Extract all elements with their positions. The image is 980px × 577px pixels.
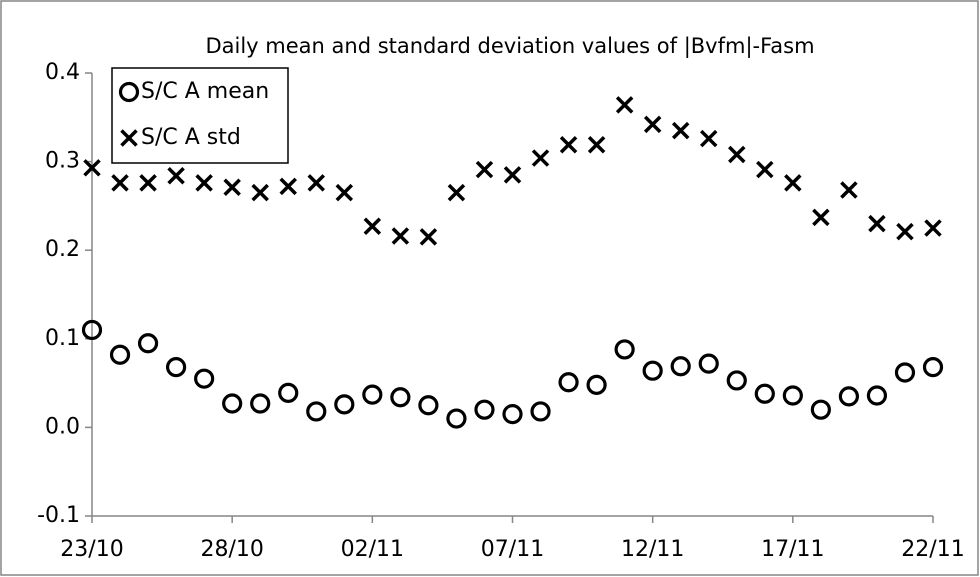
marker-circle: [530, 401, 551, 422]
marker-circle: [109, 344, 131, 365]
marker-circle: [558, 372, 579, 393]
marker-x: [643, 115, 662, 134]
y-tick-label: -0.1: [37, 503, 80, 528]
chart-title: Daily mean and standard deviation values…: [205, 34, 814, 59]
marker-x: [447, 183, 466, 202]
y-tick-label: 0.1: [45, 326, 80, 351]
marker-x: [139, 174, 157, 192]
marker-x: [363, 217, 382, 236]
marker-x: [83, 159, 101, 177]
legend-marker: [120, 129, 138, 147]
marker-circle: [474, 399, 495, 420]
marker-circle: [782, 385, 803, 406]
x-tick-label: 02/11: [341, 537, 404, 562]
marker-circle: [586, 374, 607, 395]
x-tick-label: 28/10: [200, 537, 263, 562]
marker-x: [111, 174, 129, 192]
marker-circle: [250, 393, 271, 414]
marker-x: [559, 136, 578, 154]
marker-circle: [698, 353, 719, 374]
marker-circle: [642, 360, 663, 381]
marker-x: [251, 183, 269, 202]
marker-x: [840, 181, 858, 199]
marker-x: [924, 219, 942, 237]
marker-circle: [810, 399, 831, 420]
legend-label: S/C A mean: [141, 79, 269, 104]
x-tick-label: 22/11: [901, 537, 964, 562]
marker-circle: [390, 387, 411, 408]
marker-circle: [446, 408, 467, 429]
marker-x: [615, 96, 634, 114]
marker-circle: [166, 357, 187, 378]
marker-circle: [838, 386, 860, 407]
marker-circle: [306, 401, 327, 422]
marker-circle: [670, 356, 691, 377]
marker-x: [671, 121, 690, 140]
marker-circle: [81, 319, 103, 341]
marker-x: [756, 160, 774, 179]
marker-x: [195, 174, 213, 192]
marker-x: [391, 227, 410, 245]
marker-circle: [894, 362, 916, 383]
marker-circle: [502, 404, 523, 425]
marker-x: [307, 174, 326, 192]
marker-x: [587, 136, 606, 154]
marker-x: [699, 129, 718, 148]
marker-x: [896, 222, 914, 241]
marker-circle: [362, 384, 383, 405]
marker-x: [419, 228, 438, 246]
x-tick-label: 23/10: [60, 537, 123, 562]
y-tick-label: 0.3: [45, 149, 80, 174]
marker-x: [868, 214, 886, 233]
marker-x: [728, 145, 746, 164]
marker-circle: [222, 393, 243, 414]
marker-circle: [194, 368, 215, 389]
legend-label: S/C A std: [141, 125, 241, 150]
marker-circle: [726, 370, 747, 391]
marker-x: [812, 208, 830, 227]
marker-circle: [418, 395, 439, 416]
marker-circle: [278, 382, 299, 403]
x-tick-label: 17/11: [761, 537, 824, 562]
marker-x: [503, 166, 522, 184]
marker-x: [167, 167, 185, 185]
legend-marker: [118, 81, 140, 103]
y-tick-label: 0.4: [45, 60, 80, 85]
marker-x: [223, 178, 241, 197]
marker-x: [531, 149, 550, 167]
marker-circle: [614, 339, 635, 360]
y-tick-label: 0.2: [45, 237, 80, 262]
marker-x: [784, 174, 802, 192]
marker-circle: [137, 333, 159, 354]
marker-x: [335, 183, 354, 202]
marker-circle: [334, 394, 355, 415]
marker-x: [475, 160, 494, 179]
x-tick-label: 07/11: [481, 537, 544, 562]
marker-circle: [922, 357, 944, 378]
x-tick-label: 12/11: [621, 537, 684, 562]
marker-circle: [754, 383, 775, 404]
marker-circle: [866, 385, 888, 406]
legend-box: [111, 67, 289, 164]
y-tick-label: 0.0: [45, 414, 80, 439]
marker-x: [279, 177, 297, 196]
